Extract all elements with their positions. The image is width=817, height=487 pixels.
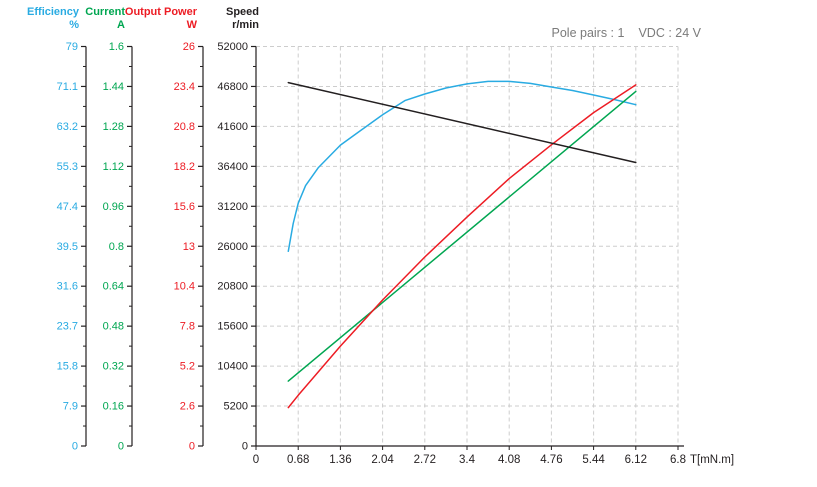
y-tick-label-current: 1.12 [103,161,124,173]
y-tick-label-efficiency: 55.3 [57,161,78,173]
output-power-curve [287,84,637,409]
x-tick-label: 5.44 [582,454,605,466]
y-tick-label-output-power: 2.6 [180,401,195,413]
y-tick-label-current: 1.6 [109,41,124,53]
x-tick-label: 4.76 [540,454,562,466]
y-tick-label-speed: 52000 [217,41,248,53]
speed-curve [287,81,637,164]
y-tick-label-speed: 10400 [217,361,248,373]
current-curve [287,90,637,382]
axis-title-output-power: Output Power [124,6,197,18]
y-tick-label-efficiency: 15.8 [57,361,78,373]
y-tick-label-speed: 15600 [217,321,248,333]
y-tick-label-output-power: 13 [183,241,195,253]
y-tick-label-efficiency: 63.2 [57,121,78,133]
y-tick-label-output-power: 5.2 [180,361,195,373]
axis-title-current: Current [85,6,125,18]
y-tick-label-speed: 41600 [217,121,248,133]
axis-unit-current: A [117,19,125,31]
y-tick-label-current: 0.48 [103,321,124,333]
y-tick-label-current: 0.64 [103,281,124,293]
axis-title-speed: Speed [225,6,259,18]
y-tick-label-efficiency: 39.5 [57,241,78,253]
y-tick-label-current: 1.44 [103,81,124,93]
axis-title-efficiency: Efficiency [27,6,79,18]
vdc-label: VDC : 24 V [638,26,701,40]
x-tick-label: 0.68 [287,454,309,466]
y-tick-label-output-power: 23.4 [174,81,195,93]
axis-unit-speed: r/min [232,19,259,31]
y-tick-label-efficiency: 31.6 [57,281,78,293]
y-tick-label-speed: 20800 [217,281,248,293]
y-tick-label-current: 0.96 [103,201,124,213]
y-tick-label-efficiency: 7.9 [63,401,78,413]
y-tick-label-speed: 46800 [217,81,248,93]
test-conditions: Pole pairs : 1 VDC : 24 V [552,26,702,40]
axis-header-speed: Speed r/min [226,6,259,32]
y-tick-label-efficiency: 23.7 [57,321,78,333]
y-tick-label-current: 0.32 [103,361,124,373]
axis-header-efficiency: Efficiency % [27,6,79,32]
y-tick-label-output-power: 0 [189,441,195,453]
x-tick-label: 3.4 [459,454,476,466]
y-tick-label-current: 1.28 [103,121,124,133]
y-tick-label-speed: 31200 [217,201,248,213]
y-tick-label-output-power: 20.8 [174,121,195,133]
y-tick-label-output-power: 18.2 [174,161,195,173]
axis-header-current: Current A [85,6,125,32]
y-tick-label-current: 0 [118,441,124,453]
x-tick-label: 1.36 [329,454,351,466]
x-axis-unit-label: T[mN.m] [690,454,734,466]
y-tick-label-speed: 0 [242,441,248,453]
y-tick-label-efficiency: 71.1 [57,81,78,93]
y-tick-label-output-power: 15.6 [174,201,195,213]
x-tick-label: 2.72 [414,454,436,466]
pole-pairs-label: Pole pairs : 1 [551,26,625,40]
y-tick-label-speed: 26000 [217,241,248,253]
y-tick-label-efficiency: 79 [66,41,78,53]
x-tick-label: 0 [253,454,259,466]
x-tick-label: 2.04 [371,454,394,466]
y-tick-label-output-power: 26 [183,41,195,53]
axis-unit-efficiency: % [69,19,79,31]
y-tick-label-output-power: 7.8 [180,321,195,333]
axis-header-output-power: Output Power W [125,6,197,32]
x-tick-label: 6.12 [625,454,647,466]
y-tick-label-efficiency: 0 [72,441,78,453]
y-tick-label-current: 0.16 [103,401,124,413]
x-tick-label: 6.8 [670,454,686,466]
y-tick-label-speed: 36400 [217,161,248,173]
x-tick-label: 4.08 [498,454,520,466]
y-tick-label-speed: 5200 [224,401,248,413]
y-tick-label-current: 0.8 [109,241,124,253]
efficiency-curve [287,80,637,253]
axis-unit-output-power: W [186,19,197,31]
y-tick-label-efficiency: 47.4 [57,201,78,213]
y-tick-label-output-power: 10.4 [174,281,195,293]
